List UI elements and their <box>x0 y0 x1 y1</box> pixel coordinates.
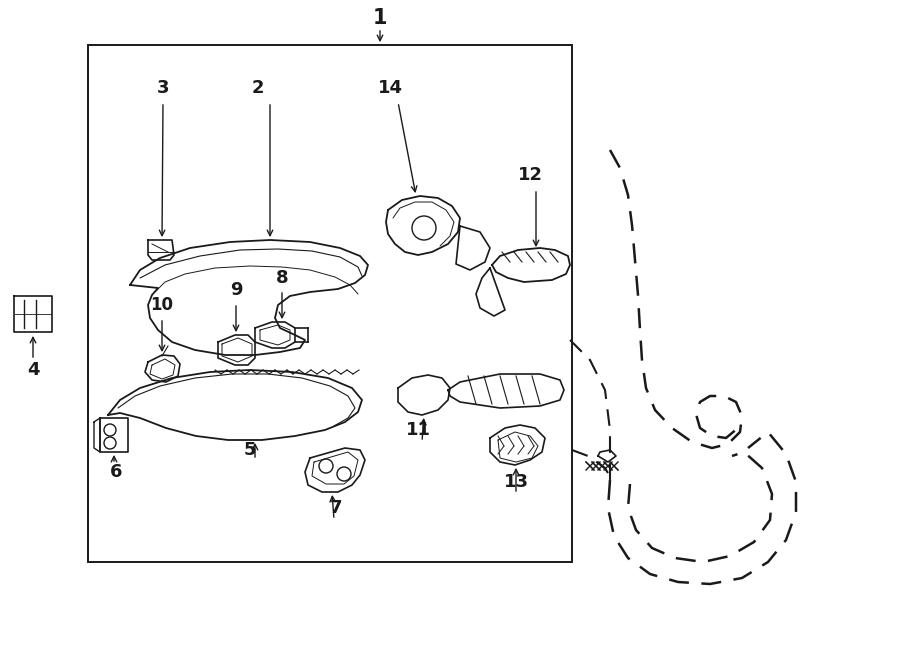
Text: 14: 14 <box>377 79 402 97</box>
Text: 13: 13 <box>503 473 528 491</box>
Text: 3: 3 <box>157 79 169 97</box>
Text: 5: 5 <box>244 441 256 459</box>
Text: 6: 6 <box>110 463 122 481</box>
Bar <box>88 45 572 562</box>
Text: 4: 4 <box>27 361 40 379</box>
Text: 7: 7 <box>329 499 342 517</box>
Text: 8: 8 <box>275 269 288 287</box>
Text: 9: 9 <box>230 281 242 299</box>
Text: 12: 12 <box>518 166 543 184</box>
Text: 2: 2 <box>252 79 265 97</box>
Text: 10: 10 <box>150 296 174 314</box>
Text: 11: 11 <box>406 421 430 439</box>
Text: 1: 1 <box>373 8 387 28</box>
